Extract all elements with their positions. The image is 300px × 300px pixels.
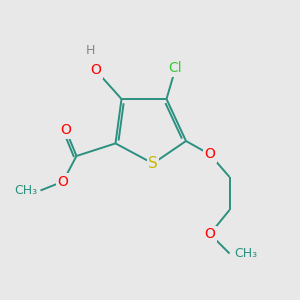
- Text: S: S: [148, 156, 158, 171]
- Text: CH₃: CH₃: [14, 184, 38, 197]
- Text: O: O: [205, 148, 215, 161]
- Text: O: O: [58, 175, 68, 188]
- Text: Cl: Cl: [169, 61, 182, 75]
- Text: O: O: [61, 124, 71, 137]
- Text: H: H: [85, 44, 95, 58]
- Text: CH₃: CH₃: [234, 247, 257, 260]
- Text: O: O: [205, 227, 215, 241]
- Text: O: O: [91, 64, 101, 77]
